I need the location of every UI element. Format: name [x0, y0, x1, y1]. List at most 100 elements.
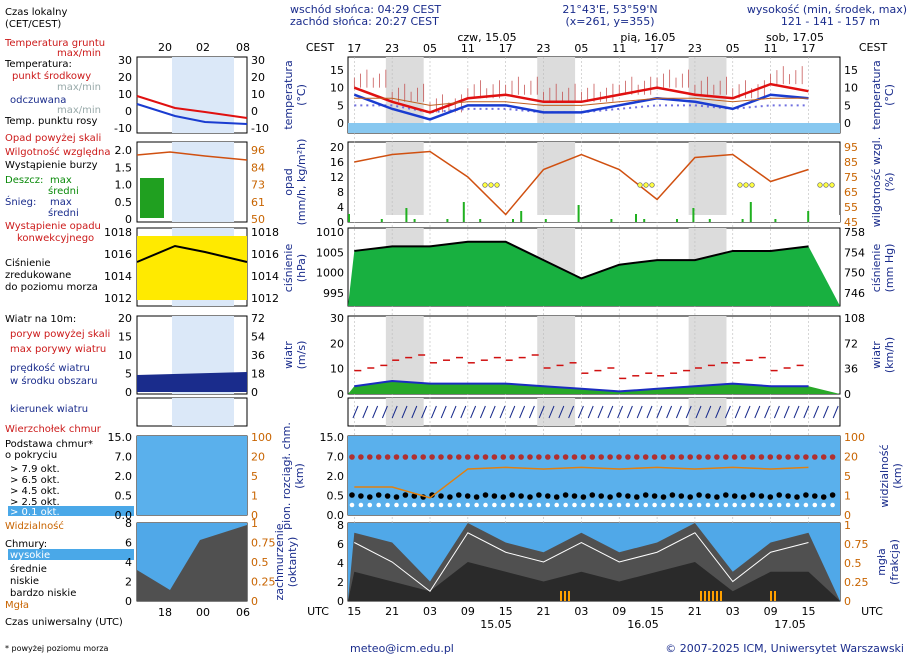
axis-cover-1: (oktanty) [286, 537, 299, 588]
lc-tick-r-0: 100 [251, 431, 272, 444]
left-hour-bot-0: 18 [158, 606, 172, 619]
cloud-low-dot-36 [670, 502, 675, 508]
axis-vis-r-0: widzialność [878, 444, 891, 507]
precip-bar-4 [380, 219, 383, 222]
cloud-base-dot-29 [607, 494, 613, 500]
press-tick-r-2: 750 [844, 267, 865, 280]
hour-top-label-9: 23 [688, 42, 702, 55]
cloud-base-dot-5 [393, 494, 400, 500]
cloud-base-dot-52 [812, 493, 818, 499]
very-low-cloud-label: bardzo niskie [10, 588, 76, 599]
lpr-tick-l-2: 1014 [104, 270, 132, 283]
hour-bottom-label-4: 15 [499, 605, 513, 618]
cloud-base-dot-42 [723, 492, 729, 498]
wind-arrow-10 [450, 405, 457, 419]
high-cloud-line [354, 532, 809, 592]
cloud-low-dot-22 [545, 502, 551, 508]
okt-01: > 0.1 okt. [10, 507, 60, 518]
temp-tick-r-1: 10 [844, 82, 858, 95]
storm-marker-1-2 [649, 182, 655, 188]
fog-tick-r-2: 0.5 [844, 557, 862, 570]
footnote: * powyżej poziomu morza [5, 644, 109, 653]
snow-max-label: max [50, 197, 72, 208]
cloud-top-dot-37 [678, 454, 685, 460]
clouds-label: Chmury: [5, 539, 47, 550]
wind-tick-r-0: 108 [844, 312, 865, 325]
cloud-low-dot-11 [447, 502, 453, 508]
wind-tick-l-3: 0 [337, 388, 344, 401]
wind-arrow-47 [813, 405, 820, 419]
night-band-wind-2 [688, 316, 727, 394]
precip-base [348, 215, 840, 222]
day-label-2: sob, 17.05 [766, 31, 824, 44]
dew-point-label: Temp. punktu rosy [4, 116, 97, 127]
storm-marker-2-2 [749, 182, 755, 188]
precip-bar-8 [413, 219, 416, 222]
date-bottom-0: 15.05 [480, 618, 512, 631]
felt-temp-line [353, 93, 809, 121]
fog-bar-1-2 [708, 591, 710, 601]
lcc-tick-r-3: 0.25 [251, 576, 276, 589]
wind-area-label: w środku obszaru [10, 375, 97, 387]
cloud-base-dot-31 [625, 493, 631, 499]
cloud-tick-l-3: 0.5 [327, 490, 345, 503]
axis-cloudb-0: pion. rozciągł. chm. [280, 422, 293, 530]
wind-arrow-20 [548, 405, 555, 419]
vis-tick-r-1: 20 [844, 451, 858, 464]
lc-tick-r-2: 5 [251, 470, 258, 483]
cloud-low-dot-27 [590, 502, 595, 508]
cloud-tick-l-0: 15.0 [320, 431, 345, 444]
cloud-top-dot-29 [607, 454, 613, 460]
gust-max-label: max porywy wiatru [10, 344, 106, 355]
wind-arrow-1 [362, 405, 369, 419]
left-hour-bot-2: 06 [236, 606, 250, 619]
cloud-top-dot-31 [625, 454, 631, 460]
wind-arrow-30 [646, 405, 653, 419]
lt-tick-r-4: -10 [251, 122, 269, 135]
cloud-top-dot-36 [669, 454, 676, 460]
lw-tick-l-1: 15 [118, 331, 132, 344]
precip-bar-12 [446, 219, 449, 222]
elevation-values: 121 - 141 - 157 m [781, 15, 880, 28]
axis-temp-r-1: (°C) [883, 84, 896, 106]
footer-email[interactable]: meteo@icm.edu.pl [350, 642, 454, 655]
cloud-base-dot-6 [402, 492, 409, 498]
visibility-label: Widzialność [5, 520, 64, 532]
wind-arrow-38 [724, 405, 731, 419]
cloud-top-dot-39 [696, 454, 702, 460]
cloud-low-dot-33 [643, 502, 648, 508]
cloud-base-dot-43 [731, 493, 738, 499]
wind-arrow-18 [528, 405, 535, 419]
cloud-low-dot-46 [759, 502, 764, 508]
left-night-temp [172, 57, 234, 133]
conv-label-2: konwekcyjnego [17, 233, 94, 244]
cloud-low-dot-34 [652, 502, 657, 508]
cloud-low-dot-40 [705, 502, 711, 508]
cloud-low-dot-15 [483, 502, 488, 508]
hour-bottom-label-9: 21 [688, 605, 702, 618]
lp-tick-l-4: 0 [125, 213, 132, 226]
cloud-top-dot-10 [438, 454, 444, 460]
temp-line [353, 82, 809, 114]
cloud-base-dot-53 [820, 494, 827, 500]
cloud-top-dot-38 [687, 454, 693, 460]
cloud-top-dot-12 [456, 454, 462, 460]
left-cloud-bg [137, 436, 247, 515]
lw-tick-l-2: 10 [118, 349, 132, 362]
wind-speed-line [354, 379, 809, 393]
cloud-low-dot-38 [687, 502, 693, 508]
cloud-low-dot-20 [527, 502, 533, 508]
hour-top-label-8: 17 [650, 42, 664, 55]
precip-bar-32 [610, 219, 613, 222]
cloud-base-dot-32 [634, 494, 640, 500]
cover-tick-l-4: 0 [337, 595, 344, 608]
lc-tick-l-2: 2.0 [115, 470, 133, 483]
snow-mean-label: średni [48, 207, 79, 219]
temp-tick-l-1: 10 [330, 82, 344, 95]
lcc-tick-r-0: 1 [251, 517, 258, 530]
cloud-top-dot-3 [375, 454, 382, 460]
low-cloud-label: niskie [10, 576, 39, 587]
cloud-base-dot-33 [642, 492, 649, 498]
lp-tick-l-0: 2.0 [115, 144, 133, 157]
local-time-label: Czas lokalny [5, 7, 68, 18]
